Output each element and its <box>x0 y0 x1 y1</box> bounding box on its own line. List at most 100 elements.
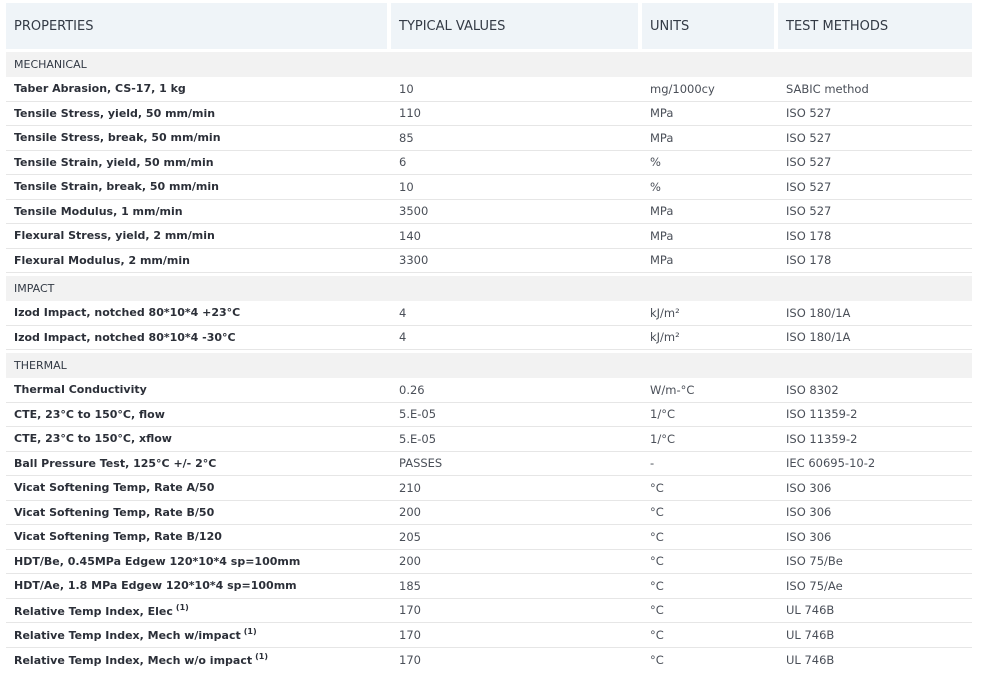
table-row: Relative Temp Index, Elec (1) 170 °C UL 746B <box>6 599 972 623</box>
footnote-marker: (1) <box>255 652 268 662</box>
properties-table: PROPERTIES TYPICAL VALUES UNITS TEST MET… <box>6 3 972 672</box>
property-cell: Izod Impact, notched 80*10*4 -30°C <box>6 331 391 344</box>
typical-value-cell: 140 <box>399 228 421 243</box>
typical-value-cell: 170 <box>399 603 421 618</box>
property-name: Taber Abrasion, CS-17, 1 kg <box>14 82 186 96</box>
property-name: Vicat Softening Temp, Rate B/120 <box>14 530 222 544</box>
typical-value-cell: 10 <box>399 179 414 194</box>
typical-value-cell: 210 <box>399 480 421 495</box>
table-row: HDT/Be, 0.45MPa Edgew 120*10*4 sp=100mm 2… <box>6 550 972 574</box>
property-name: Relative Temp Index, Mech w/o impact <box>14 654 253 668</box>
property-name: Vicat Softening Temp, Rate A/50 <box>14 481 215 495</box>
header-units: UNITS <box>642 3 774 49</box>
table-row: Tensile Stress, break, 50 mm/min 85 MPa ISO… <box>6 126 972 151</box>
typical-value-cell: 4 <box>399 305 407 320</box>
unit-cell: °C <box>650 554 664 569</box>
typical-value-cell: 170 <box>399 627 421 642</box>
table-row: Flexural Stress, yield, 2 mm/min 140 MPa IS… <box>6 224 972 249</box>
unit-cell: MPa <box>650 130 674 145</box>
table-row: Vicat Softening Temp, Rate B/50 200 °C ISO … <box>6 501 972 525</box>
test-method-cell: ISO 527 <box>786 130 832 145</box>
table-row: HDT/Ae, 1.8 MPa Edgew 120*10*4 sp=100mm 1… <box>6 574 972 599</box>
unit-cell: % <box>650 179 661 194</box>
typical-value-cell: PASSES <box>399 456 443 471</box>
test-method-cell: ISO 11359-2 <box>786 431 858 446</box>
property-name: Flexural Stress, yield, 2 mm/min <box>14 229 215 243</box>
property-cell: Tensile Stress, yield, 50 mm/min <box>6 107 391 120</box>
property-name: Relative Temp Index, Mech w/impact <box>14 629 241 643</box>
table-row: Relative Temp Index, Mech w/impact (1) 170… <box>6 623 972 648</box>
table-row: CTE, 23°C to 150°C, xflow 5.E-05 1/°C ISO 1… <box>6 427 972 452</box>
typical-value-cell: 10 <box>399 81 414 96</box>
table-row: Taber Abrasion, CS-17, 1 kg 10 mg/1000cy SA… <box>6 77 972 102</box>
test-method-cell: ISO 75/Ae <box>786 578 843 593</box>
unit-cell: °C <box>650 480 664 495</box>
test-method-cell: SABIC method <box>786 81 869 96</box>
typical-value-cell: 5.E-05 <box>399 431 437 446</box>
property-cell: Tensile Modulus, 1 mm/min <box>6 205 391 218</box>
test-method-cell: ISO 306 <box>786 529 832 544</box>
typical-value-cell: 6 <box>399 155 407 170</box>
property-cell: CTE, 23°C to 150°C, xflow <box>6 432 391 445</box>
table-row: Vicat Softening Temp, Rate B/120 205 °C ISO… <box>6 525 972 550</box>
property-name: CTE, 23°C to 150°C, xflow <box>14 432 172 446</box>
test-method-cell: ISO 180/1A <box>786 305 851 320</box>
section-header-mechanical: MECHANICAL <box>6 52 972 77</box>
property-cell: HDT/Ae, 1.8 MPa Edgew 120*10*4 sp=100mm <box>6 579 391 592</box>
property-cell: Relative Temp Index, Mech w/o impact (1) <box>6 652 391 667</box>
property-cell: Vicat Softening Temp, Rate B/50 <box>6 506 391 519</box>
table-row: Thermal Conductivity 0.26 W/m-°C ISO 8302 <box>6 378 972 403</box>
table-body: MECHANICAL Taber Abrasion, CS-17, 1 kg 10 m… <box>6 52 972 672</box>
table-row: Vicat Softening Temp, Rate A/50 210 °C ISO … <box>6 476 972 501</box>
property-name: Tensile Stress, break, 50 mm/min <box>14 131 221 145</box>
test-method-cell: UL 746B <box>786 627 835 642</box>
unit-cell: °C <box>650 529 664 544</box>
table-row: CTE, 23°C to 150°C, flow 5.E-05 1/°C ISO 11… <box>6 403 972 427</box>
typical-value-cell: 205 <box>399 529 421 544</box>
typical-value-cell: 3300 <box>399 253 429 268</box>
property-name: Tensile Strain, break, 50 mm/min <box>14 180 219 194</box>
table-row: Flexural Modulus, 2 mm/min 3300 MPa ISO 178 <box>6 249 972 273</box>
unit-cell: % <box>650 155 661 170</box>
test-method-cell: ISO 8302 <box>786 382 839 397</box>
test-method-cell: UL 746B <box>786 652 835 667</box>
property-cell: Vicat Softening Temp, Rate B/120 <box>6 530 391 543</box>
unit-cell: W/m-°C <box>650 382 695 397</box>
test-method-cell: ISO 527 <box>786 179 832 194</box>
unit-cell: MPa <box>650 253 674 268</box>
property-cell: Izod Impact, notched 80*10*4 +23°C <box>6 306 391 319</box>
property-name: Flexural Modulus, 2 mm/min <box>14 253 190 267</box>
unit-cell: - <box>650 456 655 471</box>
unit-cell: 1/°C <box>650 431 675 446</box>
unit-cell: MPa <box>650 106 674 121</box>
typical-value-cell: 200 <box>399 554 421 569</box>
property-cell: Tensile Strain, yield, 50 mm/min <box>6 156 391 169</box>
typical-value-cell: 5.E-05 <box>399 407 437 422</box>
property-name: Tensile Modulus, 1 mm/min <box>14 204 183 218</box>
property-name: Izod Impact, notched 80*10*4 +23°C <box>14 306 241 320</box>
unit-cell: MPa <box>650 228 674 243</box>
unit-cell: °C <box>650 505 664 520</box>
unit-cell: °C <box>650 578 664 593</box>
table-row: Izod Impact, notched 80*10*4 +23°C 4 kJ/m²… <box>6 301 972 326</box>
test-method-cell: IEC 60695-10-2 <box>786 456 876 471</box>
typical-value-cell: 3500 <box>399 204 429 219</box>
test-method-cell: ISO 180/1A <box>786 330 851 345</box>
property-name: Relative Temp Index, Elec <box>14 604 173 618</box>
unit-cell: °C <box>650 652 664 667</box>
unit-cell: MPa <box>650 204 674 219</box>
table-row: Tensile Strain, break, 50 mm/min 10% ISO 5… <box>6 175 972 200</box>
property-cell: Taber Abrasion, CS-17, 1 kg <box>6 82 391 95</box>
property-cell: Flexural Stress, yield, 2 mm/min <box>6 229 391 242</box>
table-header: PROPERTIES TYPICAL VALUES UNITS TEST MET… <box>6 3 972 49</box>
property-name: Ball Pressure Test, 125°C +/- 2°C <box>14 456 217 470</box>
unit-cell: °C <box>650 603 664 618</box>
unit-cell: 1/°C <box>650 407 675 422</box>
property-cell: HDT/Be, 0.45MPa Edgew 120*10*4 sp=100mm <box>6 555 391 568</box>
unit-cell: kJ/m² <box>650 305 680 320</box>
typical-value-cell: 110 <box>399 106 421 121</box>
footnote-marker: (1) <box>175 602 189 612</box>
property-cell: Ball Pressure Test, 125°C +/- 2°C <box>6 457 391 470</box>
unit-cell: °C <box>650 627 664 642</box>
property-name: Izod Impact, notched 80*10*4 -30°C <box>14 330 236 344</box>
